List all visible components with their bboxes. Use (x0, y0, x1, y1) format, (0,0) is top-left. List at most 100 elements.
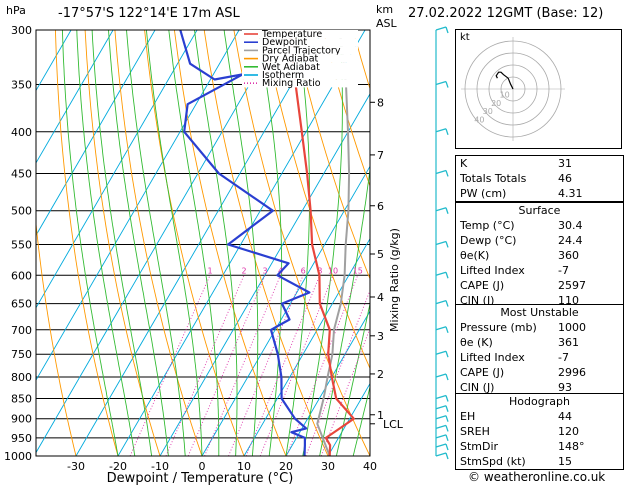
hodograph-stat-value: 120 (558, 425, 579, 438)
surface-value: 24.4 (558, 234, 583, 247)
surface-label: Temp (°C) (460, 219, 515, 232)
temperature-tick-label: 40 (363, 460, 377, 473)
surface-value: -7 (558, 264, 569, 277)
mixing-ratio-axis-label: Mixing Ratio (g/kg) (388, 228, 401, 332)
dewpoint-line (179, 30, 311, 456)
isotherm-line (36, 30, 156, 237)
wind-barb (435, 26, 447, 31)
altitude-tick-label: 5 (377, 248, 384, 261)
mixing-ratio-line (305, 289, 370, 456)
wind-barb (435, 326, 447, 331)
wet-adiabat-line (335, 301, 370, 456)
hodograph-ring-label: 20 (491, 99, 501, 108)
index-label: PW (cm) (460, 187, 507, 200)
mixing-ratio-label: 3 (263, 266, 268, 275)
wet-adiabat-line (61, 30, 119, 456)
mixing-ratio-line (320, 327, 370, 456)
wind-barb (435, 424, 447, 430)
pressure-tick-label: 950 (11, 432, 32, 445)
most-unstable-row: θe (K) 361 (456, 335, 623, 350)
index-row: Totals Totals 46 (456, 171, 623, 186)
wet-adiabat-line (108, 30, 169, 456)
altitude-tick-label: 4 (377, 291, 384, 304)
asl-label: ASL (376, 17, 397, 30)
legend-entry: Dewpoint (262, 37, 307, 48)
dry-adiabat-line (144, 30, 245, 456)
hodograph-title: Hodograph (509, 395, 570, 408)
temperature-tick-label: -10 (151, 460, 169, 473)
mixing-ratio-label: 6 (301, 266, 306, 275)
legend-entry: Parcel Trajectory (262, 45, 341, 56)
location-label: -17°57'S 122°14'E 17m ASL (58, 6, 240, 21)
altitude-tick-label: 7 (377, 149, 384, 162)
surface-panel: Surface Temp (°C) 30.4 Dewp (°C) 24.4 θe(K) 3… (455, 202, 624, 309)
pressure-tick-label: 550 (11, 238, 32, 251)
dry-adiabat-line (54, 30, 119, 456)
temperature-tick-label: 20 (279, 460, 293, 473)
wind-barb-flag (445, 241, 449, 248)
pressure-tick-label: 600 (11, 269, 32, 282)
legend-bg (242, 54, 358, 63)
surface-label: CAPE (J) (460, 279, 505, 292)
wind-barb (435, 128, 447, 133)
altitude-tick-label: 3 (377, 330, 384, 343)
mixing-ratio-label: 15 (353, 266, 363, 275)
wind-barb-flag (445, 443, 449, 451)
pressure-tick-label: 700 (11, 324, 32, 337)
wind-barb-flag (445, 373, 449, 381)
pressure-tick-label: 350 (11, 79, 32, 92)
pressure-tick-label: 500 (11, 205, 32, 218)
hodograph-units: kt (460, 32, 470, 43)
isotherm-line (285, 310, 370, 456)
wind-barb (435, 80, 447, 86)
hodograph-stat-label: SREH (460, 425, 490, 438)
mixing-ratio-line (245, 275, 321, 456)
wind-barb-flag (445, 207, 449, 214)
hodograph-panel: Hodograph EH 44 SREH 120 StmDir 148° StmSpd (k… (455, 393, 624, 470)
legend-entry: Wet Adiabat (262, 62, 320, 73)
most-unstable-label: CIN (J) (460, 381, 495, 394)
most-unstable-row: Pressure (mb) 1000 (456, 320, 623, 335)
mixing-ratio-line (165, 275, 245, 456)
temperature-tick-label: 10 (237, 460, 251, 473)
wind-barb-flag (445, 405, 449, 412)
pressure-tick-label: 750 (11, 348, 32, 361)
footer-credit[interactable]: © weatheronline.co.uk (468, 470, 606, 484)
most-unstable-value: -7 (558, 351, 569, 364)
wet-adiabat-line (168, 30, 220, 456)
index-value: 46 (558, 172, 572, 185)
mixing-ratio-label: 20 (371, 266, 381, 275)
surface-row: CIN (J) 110 (456, 293, 623, 308)
index-label: K (460, 157, 468, 170)
mixing-ratio-label: 8 (317, 266, 322, 275)
wind-barb (435, 405, 447, 410)
wet-adiabat-line (76, 30, 136, 456)
index-value: 4.31 (558, 187, 583, 200)
surface-row: Temp (°C) 30.4 (456, 218, 623, 233)
surface-row: Lifted Index -7 (456, 263, 623, 278)
most-unstable-row: Lifted Index -7 (456, 350, 623, 365)
dry-adiabat-line (322, 30, 370, 188)
index-row: PW (cm) 4.31 (456, 186, 623, 201)
isotherm-line (36, 30, 282, 454)
pressure-tick-label: 1000 (4, 450, 32, 463)
wind-barb-flag (445, 300, 449, 307)
hodograph-stat-value: 15 (558, 455, 572, 468)
most-unstable-label: CAPE (J) (460, 366, 505, 379)
mixing-ratio-label: 10 (328, 266, 338, 275)
surface-row: θe(K) 360 (456, 248, 623, 263)
dry-adiabat-line (233, 30, 370, 456)
wind-barb (435, 207, 447, 212)
temperature-line (288, 30, 355, 456)
isotherm-line (201, 165, 370, 456)
pressure-tick-label: 650 (11, 298, 32, 311)
wet-adiabat-line (126, 30, 186, 456)
temperature-tick-label: -30 (67, 460, 85, 473)
surface-value: 30.4 (558, 219, 583, 232)
isotherm-line (243, 237, 370, 456)
mixing-ratio-line (228, 275, 304, 456)
pressure-tick-label: 300 (11, 24, 32, 37)
datetime-label: 27.02.2022 12GMT (Base: 12) (408, 6, 604, 21)
legend-entry: Temperature (261, 29, 322, 40)
